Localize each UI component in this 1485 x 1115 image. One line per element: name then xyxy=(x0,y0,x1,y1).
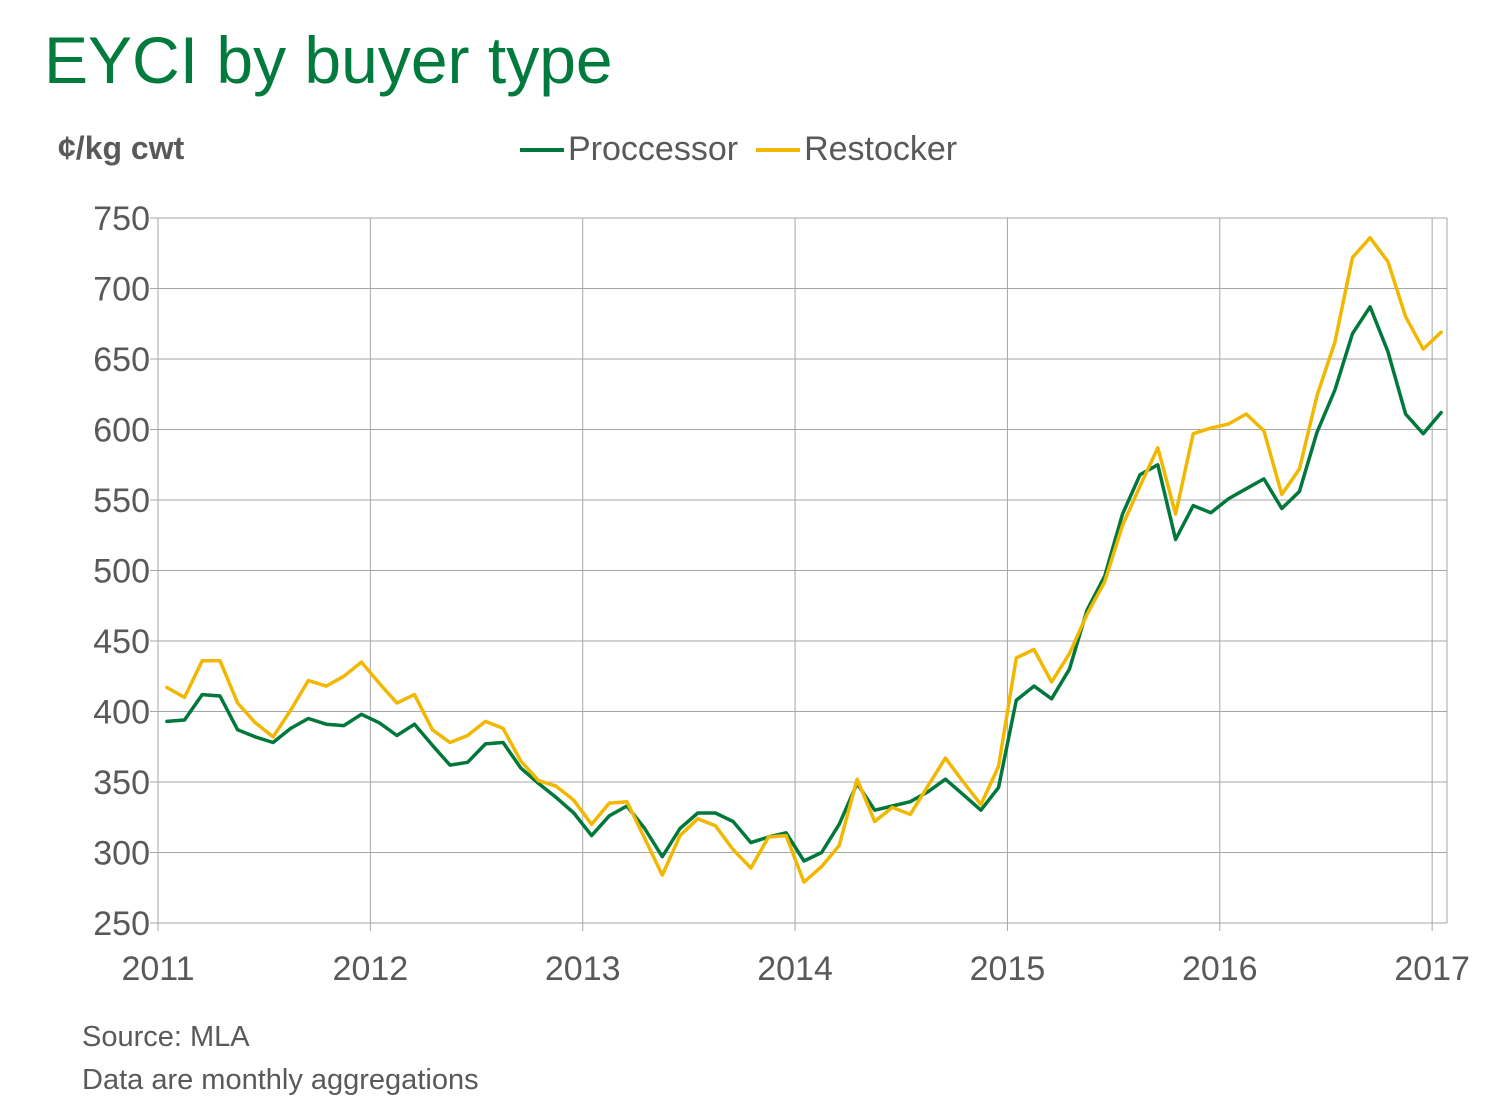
y-tick-label: 500 xyxy=(93,553,150,591)
series-line-restocker xyxy=(165,235,1443,884)
y-axis-label: ¢/kg cwt xyxy=(58,130,185,166)
data-note: Data are monthly aggregations xyxy=(82,1064,479,1096)
y-tick-label: 550 xyxy=(93,482,150,520)
series-line-proccessor xyxy=(165,305,1443,863)
chart-title: EYCI by buyer type xyxy=(44,23,613,97)
x-tick-label: 2016 xyxy=(1182,950,1258,988)
legend-swatch-proccessor xyxy=(520,147,564,152)
legend-label-restocker: Restocker xyxy=(804,130,958,168)
legend: Proccessor Restocker xyxy=(520,130,957,169)
y-tick-label: 400 xyxy=(93,694,150,732)
y-tick-label: 600 xyxy=(93,412,150,450)
y-tick-label: 250 xyxy=(93,905,150,943)
source-notes: Source: MLA Data are monthly aggregation… xyxy=(82,1016,479,1102)
x-tick-label: 2015 xyxy=(970,950,1046,988)
y-tick-label: 300 xyxy=(93,835,150,873)
legend-label-proccessor: Proccessor xyxy=(568,130,739,168)
legend-item-proccessor: Proccessor xyxy=(520,130,738,169)
y-tick-label: 700 xyxy=(93,271,150,309)
x-tick-label: 2017 xyxy=(1394,950,1470,988)
y-tick-label: 650 xyxy=(93,341,150,379)
x-tick-label: 2012 xyxy=(333,950,409,988)
legend-swatch-restocker xyxy=(756,147,801,152)
x-tick-label: 2014 xyxy=(757,950,833,988)
y-tick-label: 750 xyxy=(93,200,150,238)
legend-item-restocker: Restocker xyxy=(756,130,957,169)
source-note: Source: MLA xyxy=(82,1021,250,1053)
x-tick-label: 2011 xyxy=(121,950,194,988)
y-tick-label: 350 xyxy=(93,764,150,802)
y-tick-label: 450 xyxy=(93,623,150,661)
x-tick-label: 2013 xyxy=(545,950,621,988)
